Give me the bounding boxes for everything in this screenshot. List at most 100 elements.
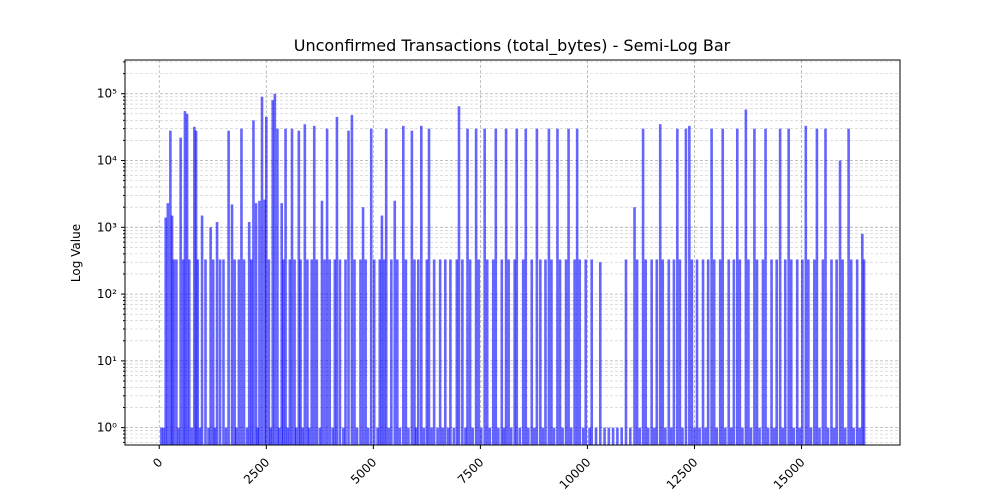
bar [376,427,379,445]
bar [652,427,656,445]
bar [260,96,264,445]
bar [556,128,559,445]
bar [342,427,345,445]
bar [247,222,251,445]
bar [164,217,167,445]
bar [527,427,530,445]
bar [455,259,459,445]
bar [616,427,619,445]
bar [194,130,198,445]
bar [644,259,647,445]
bar [724,427,727,445]
bar [160,427,163,445]
bar [764,128,767,445]
bar [224,427,228,445]
x-tick-label: 12500 [664,455,701,492]
bar [620,427,623,445]
bar [513,259,516,445]
bar [350,115,354,446]
bar [804,125,808,445]
bar [299,259,302,445]
bar [588,427,591,445]
bar [233,259,236,445]
bar [265,116,268,446]
bar [436,427,439,445]
bar [427,128,431,445]
bar [185,113,189,445]
bar [766,427,770,445]
bar [235,427,238,445]
bar [826,427,830,445]
bar [196,259,200,445]
bar [172,259,176,445]
bar [240,128,243,445]
bar [502,427,506,445]
bar [230,204,234,445]
bar [598,262,602,445]
bar [558,259,562,445]
bar [861,233,864,445]
bar [396,259,399,445]
bar [753,128,756,445]
bar [830,259,833,445]
bar [364,259,367,445]
bar [288,259,292,445]
bar [318,427,322,445]
bar [179,137,182,445]
bar [380,215,384,445]
bar [347,130,350,445]
bar [561,427,564,445]
bar [258,200,261,445]
bar [323,259,326,445]
bar [741,427,744,445]
bar [344,259,347,445]
bar [256,427,260,445]
bar [413,259,416,445]
bar [801,259,804,445]
bar [269,427,272,445]
bar [200,215,204,445]
bar [485,259,489,445]
bar [177,427,180,445]
bar [353,259,356,445]
bar [254,203,258,445]
bar [312,125,316,445]
bar [198,427,202,445]
bar [633,207,636,445]
plot-area-frame [124,59,901,446]
bar [835,259,838,445]
bar [335,116,339,446]
bar [491,259,495,445]
x-tick-label: 5000 [348,455,379,486]
bar [338,259,342,445]
bar [509,427,513,445]
bar [701,259,705,445]
bar [315,259,319,445]
bar [461,259,464,445]
bar [190,427,194,445]
bar [457,106,461,445]
bar [187,259,191,445]
bar [862,259,866,445]
bar [772,427,776,445]
bar [166,203,170,445]
bar [382,259,386,445]
bar [193,126,196,445]
bar [361,207,365,445]
bar [407,427,410,445]
bar [222,259,225,445]
x-tick-label: 2500 [241,455,272,486]
bar [841,259,844,445]
bar [690,259,694,445]
bar [372,259,376,445]
bar [293,259,296,445]
bar [715,427,719,445]
bar [735,128,739,445]
y-tick-label: 10⁴ [97,154,117,168]
bar [590,259,594,445]
bar [211,259,215,445]
bar [242,259,246,445]
bar [581,427,585,445]
